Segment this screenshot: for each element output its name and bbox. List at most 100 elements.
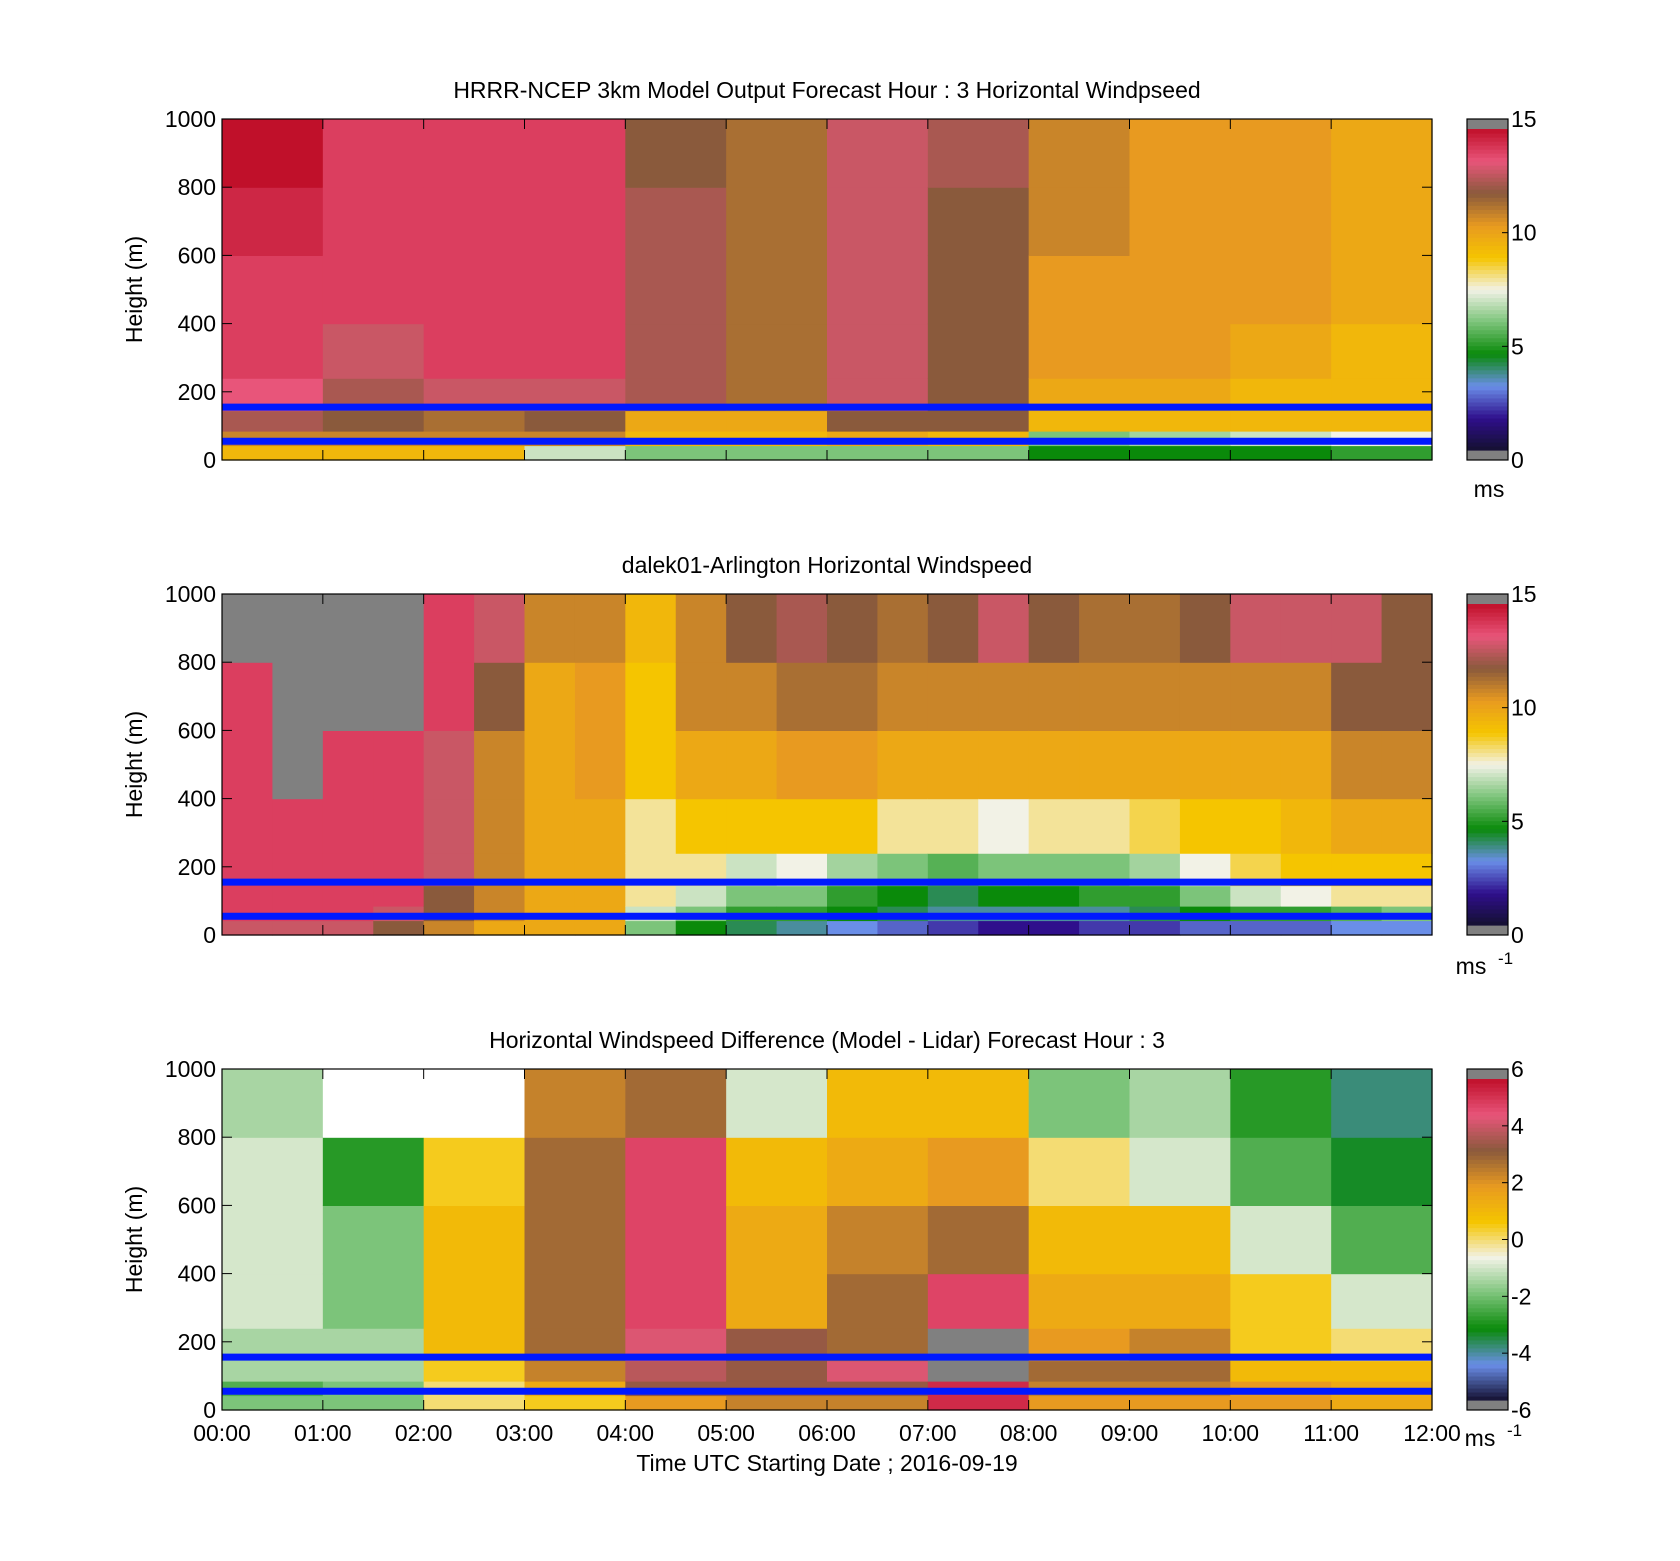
heatmap-cell	[322, 445, 425, 461]
colorbar-segment	[1467, 421, 1508, 427]
heatmap-cell	[927, 1137, 1030, 1206]
heatmap-cell	[1230, 1205, 1332, 1275]
chart-title: dalek01-Arlington Horizontal Windspeed	[622, 552, 1032, 578]
colorbar-segment	[1467, 832, 1508, 838]
heatmap-cell	[423, 187, 526, 256]
colorbar-segment	[1467, 640, 1508, 645]
heatmap-cell	[1331, 885, 1383, 907]
x-tick-label: 06:00	[798, 1420, 856, 1446]
colorbar-tick-label: 5	[1511, 333, 1524, 359]
heatmap-cell	[1381, 920, 1433, 936]
heatmap-cell	[1230, 798, 1282, 854]
colorbar-segment	[1467, 868, 1508, 874]
heatmap-cell	[877, 730, 929, 800]
colorbar-segment	[1467, 233, 1508, 238]
heatmap-cell	[1129, 187, 1231, 256]
colorbar-cap-bottom	[1467, 1400, 1508, 1410]
heatmap-cell	[827, 662, 879, 731]
colorbar-segment	[1467, 1119, 1508, 1124]
heatmap-cell	[322, 1273, 425, 1329]
x-tick-label: 08:00	[1000, 1420, 1058, 1446]
colorbar-segment	[1467, 760, 1508, 766]
heatmap-cell	[1230, 410, 1332, 432]
x-tick-label: 01:00	[294, 1420, 352, 1446]
heatmap-cell	[927, 1069, 1030, 1138]
heatmap-cell	[222, 1273, 324, 1329]
colorbar-segment	[1467, 229, 1508, 234]
heatmap-cell	[474, 730, 526, 800]
heatmap-cell	[222, 662, 274, 731]
colorbar-segment	[1467, 1311, 1508, 1317]
colorbar-segment	[1467, 696, 1508, 701]
heatmap-cell	[927, 1273, 1030, 1329]
x-axis: 00:00 01:00 02:00 03:00 04:00 05:00 06:00 07:00…	[193, 1069, 1461, 1446]
colorbar-segment	[1467, 381, 1508, 387]
colorbar-segment	[1467, 181, 1508, 186]
heatmap-cell	[1179, 662, 1231, 731]
heatmap-cell	[1331, 730, 1383, 800]
colorbar-segment	[1467, 724, 1508, 729]
colorbar-segment	[1467, 273, 1508, 279]
heatmap-cell	[726, 119, 828, 188]
heatmap-cell	[927, 662, 979, 731]
colorbar-segment	[1467, 1383, 1508, 1389]
colorbar-segment	[1467, 437, 1508, 443]
heatmap-cell	[1028, 1273, 1131, 1329]
heatmap-cell	[625, 187, 727, 256]
heatmap-cell	[827, 1069, 929, 1138]
colorbar-segment	[1467, 1191, 1508, 1196]
colorbar-segment	[1467, 816, 1508, 822]
colorbar-segment	[1467, 1223, 1508, 1229]
colorbar-segment	[1467, 876, 1508, 882]
heatmap-cell	[1028, 594, 1080, 663]
heatmap-cell	[625, 1395, 727, 1411]
colorbar-segment	[1467, 1183, 1508, 1188]
y-tick-label: 200	[178, 854, 216, 880]
colorbar-segment	[1467, 784, 1508, 790]
heatmap-cell	[322, 798, 374, 854]
heatmap-cell	[524, 445, 626, 461]
x-tick-label: 10:00	[1202, 1420, 1260, 1446]
colorbar-segment	[1467, 692, 1508, 697]
colorbar-segment	[1467, 201, 1508, 206]
heatmap-cell	[524, 885, 576, 907]
colorbar-segment	[1467, 912, 1508, 918]
heatmap-cell	[1028, 1137, 1131, 1206]
heatmap-cell	[524, 1137, 626, 1206]
colorbar-segment	[1467, 712, 1508, 717]
heatmap-cell	[726, 1069, 828, 1138]
heatmap-cell	[222, 1360, 324, 1382]
heatmap-cell	[1129, 920, 1181, 936]
heatmap-cell	[776, 885, 828, 907]
heatmap-cell	[423, 1069, 526, 1138]
heatmap-cell	[1179, 798, 1231, 854]
colorbar-tick-label: 15	[1511, 581, 1537, 607]
heatmap-cell	[222, 119, 324, 188]
heatmap-cell	[322, 1069, 425, 1138]
heatmap-cell	[1129, 1069, 1231, 1138]
heatmap-cell	[625, 255, 727, 325]
colorbar-segment	[1467, 636, 1508, 641]
colorbar-segment	[1467, 1083, 1508, 1088]
colorbar-tick-label: 0	[1511, 1227, 1524, 1253]
colorbar-segment	[1467, 772, 1508, 778]
colorbar-segment	[1467, 297, 1508, 303]
heatmap-cell	[222, 1205, 324, 1275]
y-tick-label: 200	[178, 1329, 216, 1355]
heatmap-cell	[1079, 798, 1131, 854]
heatmap-cell	[927, 445, 1030, 461]
colorbar-segment	[1467, 916, 1508, 922]
colorbar-segment	[1467, 441, 1508, 447]
heatmap-cell	[726, 1395, 828, 1411]
heatmap-cell	[222, 594, 274, 663]
colorbar-segment	[1467, 1143, 1508, 1148]
heatmap-cell	[222, 730, 274, 800]
heatmap-cell	[222, 323, 324, 379]
heatmap-cell	[1331, 920, 1383, 936]
heatmap-cell	[423, 255, 526, 325]
colorbar-segment	[1467, 249, 1508, 254]
heatmap-cell	[827, 1137, 929, 1206]
colorbar-segment	[1467, 237, 1508, 242]
heatmap-cell	[877, 885, 929, 907]
heatmap-cell	[1129, 445, 1231, 461]
